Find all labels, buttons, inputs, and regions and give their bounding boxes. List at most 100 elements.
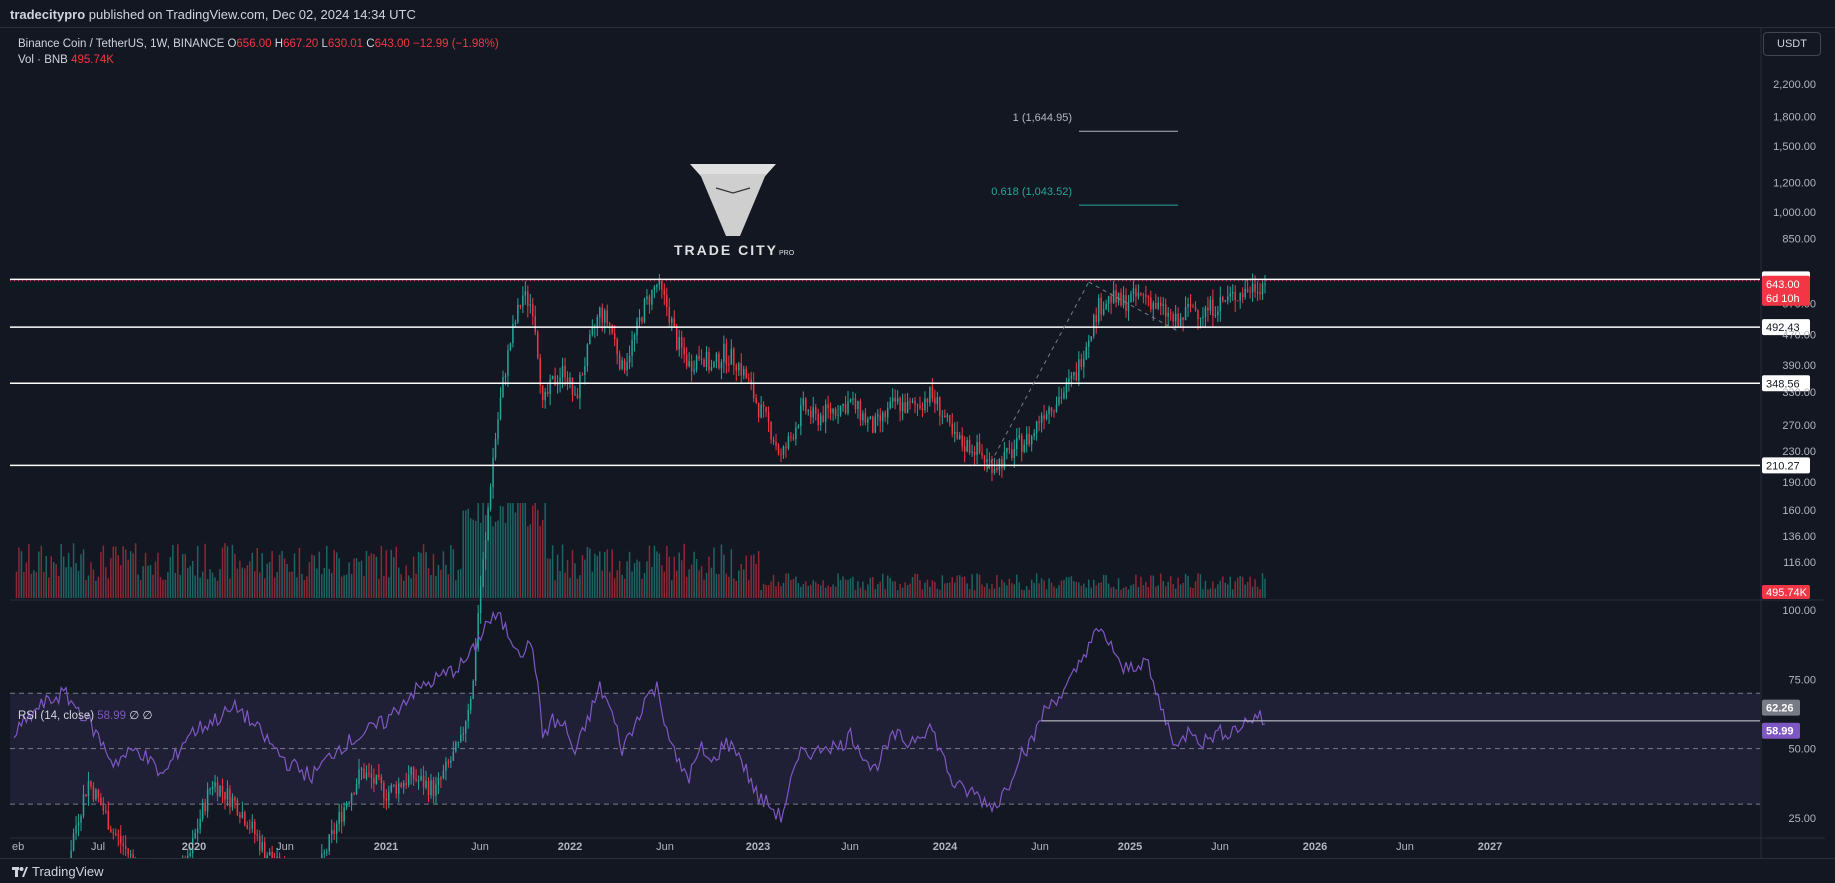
volume-bar — [586, 546, 589, 598]
volume-bar — [345, 574, 348, 598]
candle-body — [1179, 317, 1182, 326]
candle-body — [844, 403, 847, 414]
volume-bar — [383, 575, 385, 598]
volume-bar — [832, 584, 834, 598]
volume-bar — [961, 576, 963, 598]
volume-bar — [556, 554, 559, 598]
candle-body — [643, 299, 646, 323]
volume-bar — [1209, 588, 1212, 598]
candle-body — [941, 415, 944, 417]
volume-bar — [767, 585, 770, 598]
volume-bar — [298, 547, 301, 598]
candle-body — [926, 398, 929, 403]
rsi-line[interactable] — [13, 610, 1266, 823]
candle-body — [258, 835, 261, 851]
volume-bar — [338, 558, 340, 598]
volume-bar — [658, 553, 661, 598]
volume-bar — [442, 551, 445, 598]
volume-bar — [514, 512, 517, 598]
volume-bar — [196, 545, 199, 598]
candle-body — [1150, 297, 1152, 310]
volume-bar — [618, 561, 621, 598]
high-label: H — [274, 38, 284, 50]
candle-body — [77, 822, 80, 826]
volume-bar — [276, 572, 278, 598]
candle-body — [857, 401, 859, 410]
volume-bar — [1174, 588, 1177, 598]
candle-body — [872, 416, 874, 433]
volume-bar — [519, 503, 522, 598]
volume-bar — [988, 588, 991, 598]
volume-bar — [1264, 578, 1266, 598]
publisher-name[interactable]: tradecitypro — [10, 7, 86, 22]
volume-bar — [604, 551, 606, 598]
symbol-title[interactable]: Binance Coin / TetherUS, 1W, BINANCE — [18, 38, 225, 50]
volume-bar — [278, 554, 281, 598]
volume-bar — [467, 508, 469, 598]
candle-body — [1145, 294, 1147, 297]
level-price-label: 210.27 — [1766, 460, 1800, 472]
volume-bar — [536, 509, 539, 598]
volume-bar — [50, 556, 52, 598]
volume-bar — [1169, 576, 1172, 598]
volume-bar — [1239, 575, 1241, 598]
candle-body — [725, 343, 728, 365]
volume-bar — [1063, 580, 1065, 598]
candle-body — [221, 785, 224, 792]
volume-bar — [1152, 575, 1155, 598]
candle-body — [934, 398, 936, 404]
candle-body — [939, 397, 941, 416]
candle-body — [795, 427, 797, 440]
candle-body — [914, 400, 916, 405]
volume-bar — [1217, 584, 1219, 598]
volume-bar — [834, 586, 837, 598]
fib-trend-line[interactable] — [1088, 281, 1179, 332]
volume-bar — [886, 575, 889, 598]
fib-trend-line[interactable] — [986, 281, 1090, 470]
volume-bar — [157, 552, 159, 598]
rsi-marker-label: 58.99 — [1766, 726, 1794, 738]
volume-bar — [899, 583, 901, 598]
candle-body — [733, 348, 735, 366]
time-tick-label: Jun — [471, 841, 489, 853]
volume-bar — [589, 548, 591, 598]
candle-body — [467, 709, 469, 721]
volume-bar — [1050, 582, 1053, 598]
candle-body — [375, 774, 378, 784]
candle-body — [710, 367, 713, 371]
volume-bar — [661, 565, 663, 598]
candle-body — [571, 377, 574, 395]
publish-info: published on TradingView.com, Dec 02, 20… — [85, 7, 416, 22]
volume-bar — [909, 583, 911, 598]
volume-bar — [67, 552, 70, 598]
volume-bar — [812, 580, 814, 598]
candle-body — [204, 802, 206, 812]
candle-body — [775, 441, 777, 446]
volume-bar — [380, 545, 383, 598]
volume-bar — [430, 574, 432, 598]
footer-brand[interactable]: TradingView — [32, 864, 104, 879]
volume-bar — [415, 573, 417, 598]
candle-body — [683, 347, 685, 355]
rsi-title[interactable]: RSI (14, close) — [18, 710, 95, 722]
volume-bar — [509, 503, 512, 598]
volume-bar — [494, 521, 497, 598]
volume-bar — [956, 575, 958, 598]
rsi-value: 58.99 — [97, 710, 127, 722]
volume-bar — [236, 568, 239, 598]
currency-button[interactable]: USDT — [1763, 32, 1821, 56]
volume-bar — [45, 556, 48, 598]
volume-bar — [1021, 589, 1023, 598]
volume-bar — [1045, 589, 1048, 598]
volume-label[interactable]: Vol · BNB — [18, 54, 68, 66]
candle-body — [1246, 288, 1249, 292]
candle-body — [1229, 293, 1231, 297]
volume-bar — [782, 582, 785, 598]
candle-body — [127, 848, 129, 855]
volume-bar — [283, 558, 286, 598]
volume-bar — [373, 554, 375, 598]
volume-bar — [1160, 573, 1162, 598]
candle-body — [1224, 300, 1227, 302]
